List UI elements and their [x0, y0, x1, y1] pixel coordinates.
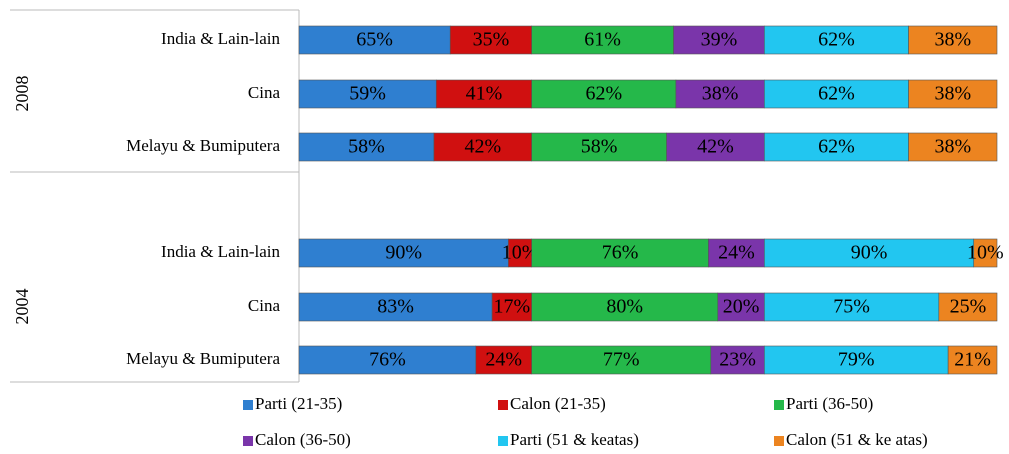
data-label: 77% [603, 349, 640, 371]
data-label: 21% [954, 349, 991, 371]
data-label: 24% [718, 242, 755, 264]
legend-label: Parti (36-50) [786, 394, 873, 413]
data-label: 76% [602, 242, 639, 264]
data-label: 38% [934, 83, 971, 105]
data-label: 65% [356, 29, 393, 51]
data-label: 80% [606, 296, 643, 318]
bar-segment [675, 79, 765, 109]
bar-segment [531, 79, 677, 109]
data-label: 58% [348, 136, 385, 158]
data-label: 25% [950, 296, 987, 318]
bar-segment [764, 345, 949, 375]
data-label: 38% [934, 29, 971, 51]
bar-segment [764, 292, 940, 322]
legend-label: Calon (21-35) [510, 394, 606, 413]
data-label: 90% [385, 242, 422, 264]
bar-segment [764, 25, 909, 55]
bar-segment [947, 345, 998, 375]
data-label: 39% [701, 29, 738, 51]
data-label: 38% [934, 136, 971, 158]
bar-segment [531, 345, 712, 375]
bar-segment [491, 292, 532, 322]
legend-label: Calon (51 & ke atas) [786, 430, 928, 449]
data-label: 23% [719, 349, 756, 371]
legend-swatch [774, 400, 784, 410]
bar-segment [298, 292, 493, 322]
bar-segment [908, 25, 998, 55]
bar-segment [449, 25, 532, 55]
data-label: 58% [581, 136, 618, 158]
group-label: 2004 [12, 289, 32, 325]
bar-segment [531, 25, 674, 55]
bar-segment [298, 132, 435, 162]
bar-segment [531, 238, 709, 268]
bar-segment [433, 132, 532, 162]
data-label: 62% [818, 83, 855, 105]
data-label: 83% [377, 296, 414, 318]
data-label: 10% [502, 242, 539, 264]
legend-swatch [774, 436, 784, 446]
bar-segment [708, 238, 765, 268]
data-label: 75% [833, 296, 870, 318]
legend-swatch [498, 400, 508, 410]
bar-segment [673, 25, 765, 55]
data-label: 10% [967, 242, 1004, 264]
data-label: 41% [466, 83, 503, 105]
category-label: Cina [248, 83, 281, 102]
legend-label: Calon (36-50) [255, 430, 351, 449]
data-label: 20% [723, 296, 760, 318]
data-label: 17% [494, 296, 531, 318]
data-label: 59% [349, 83, 386, 105]
bar-segment [973, 238, 998, 268]
data-label: 35% [473, 29, 510, 51]
data-label: 90% [851, 242, 888, 264]
group-label: 2008 [12, 76, 32, 112]
data-label: 24% [485, 349, 522, 371]
category-label: India & Lain-lain [161, 29, 280, 48]
data-label: 62% [818, 136, 855, 158]
data-label: 42% [464, 136, 501, 158]
data-label: 38% [702, 83, 739, 105]
data-label: 61% [584, 29, 621, 51]
data-label: 62% [818, 29, 855, 51]
data-label: 42% [697, 136, 734, 158]
category-label: Melayu & Bumiputera [126, 136, 280, 155]
legend-swatch [498, 436, 508, 446]
category-label: India & Lain-lain [161, 242, 280, 261]
bar-segment [298, 345, 477, 375]
category-label: Cina [248, 296, 281, 315]
bar-segment [298, 238, 509, 268]
legend-label: Parti (21-35) [255, 394, 342, 413]
bar-segment [764, 79, 909, 109]
category-label: Melayu & Bumiputera [126, 349, 280, 368]
legend-label: Parti (51 & keatas) [510, 430, 639, 449]
legend-swatch [243, 400, 253, 410]
data-label: 62% [585, 83, 622, 105]
bar-segment [938, 292, 998, 322]
bar-segment [298, 25, 451, 55]
bar-segment [908, 132, 998, 162]
data-label: 76% [369, 349, 406, 371]
bar-segment [908, 79, 998, 109]
legend-swatch [243, 436, 253, 446]
data-label: 79% [838, 349, 875, 371]
